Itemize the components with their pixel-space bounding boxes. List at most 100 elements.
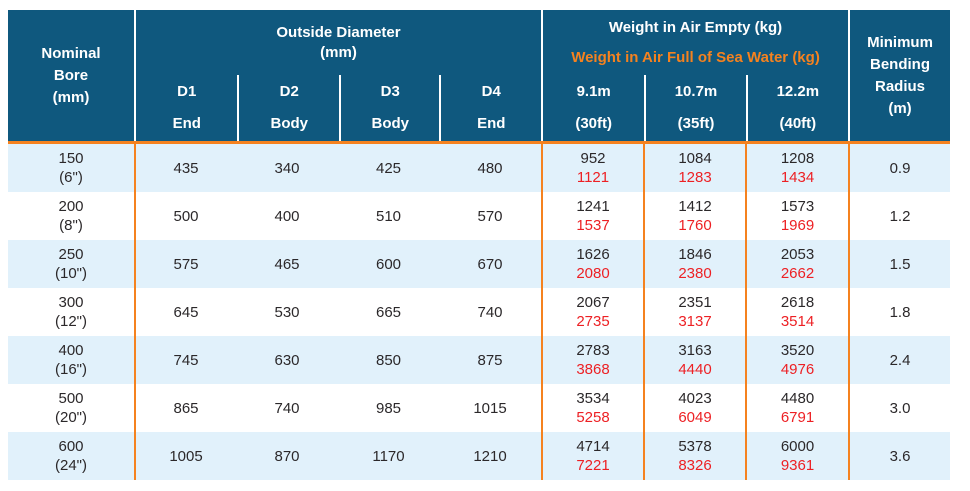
cell-d3: 665: [375, 303, 402, 321]
cell-weight-10-7m: 1084 1283: [643, 144, 745, 192]
weight-full: 7221: [576, 457, 610, 474]
outside-diameter-label: Outside Diameter: [276, 23, 401, 41]
subcol-d1: D1 End: [136, 75, 237, 141]
cell-min-bending-radius: 3.6: [848, 432, 950, 480]
weight-full: 2662: [780, 265, 815, 282]
header-outside-diameter: Outside Diameter (mm) D1 End D2 Body D3 …: [134, 10, 541, 141]
weight-empty: 1412: [678, 198, 712, 215]
weight-empty: 2783: [576, 342, 610, 359]
table-row: 150 (6") 435 340 425 480 952 1121 1084 1…: [8, 144, 950, 192]
weight-full: 5258: [576, 409, 610, 426]
hose-spec-table: Nominal Bore (mm) Outside Diameter (mm) …: [8, 10, 950, 480]
cell-weight-10-7m: 4023 6049: [643, 384, 745, 432]
weight-full: 1760: [678, 217, 712, 234]
bore-mm: 200: [58, 198, 84, 215]
cell-weight-12-2m: 4480 6791: [745, 384, 848, 432]
weight-empty: 2067: [576, 294, 610, 311]
cell-d1: 500: [134, 192, 236, 240]
cell-d1: 435: [134, 144, 236, 192]
cell-bore: 250 (10"): [8, 240, 134, 288]
min-bending-line: Minimum: [867, 33, 933, 51]
cell-d2: 740: [274, 399, 300, 417]
min-bending-line: (m): [888, 99, 912, 117]
cell-weight-9-1m: 2067 2735: [541, 288, 643, 336]
cell-d4: 1210: [473, 447, 507, 465]
weight-full: 1969: [780, 217, 815, 234]
cell-weight-10-7m: 1412 1760: [643, 192, 745, 240]
weight-empty: 4023: [678, 390, 712, 407]
weight-empty: 4714: [576, 438, 610, 455]
cell-bore: 600 (24"): [8, 432, 134, 480]
cell-weight-9-1m: 4714 7221: [541, 432, 643, 480]
cell-weight-9-1m: 952 1121: [541, 144, 643, 192]
weight-full: 2380: [678, 265, 712, 282]
header-nominal-bore-line: Bore: [53, 66, 89, 84]
subcol-d4: D4 End: [439, 75, 541, 141]
weight-full: 6791: [780, 409, 815, 426]
cell-d3: 1170: [372, 447, 405, 465]
cell-d4: 1015: [473, 399, 507, 417]
weight-empty: 1626: [576, 246, 610, 263]
cell-bore: 150 (6"): [8, 144, 134, 192]
weight-full: 3137: [678, 313, 712, 330]
weight-empty: 6000: [780, 438, 815, 455]
cell-min-bending-radius: 0.9: [848, 144, 950, 192]
weight-full: 2080: [576, 265, 610, 282]
header-weight-title: Weight in Air Empty (kg) Weight in Air F…: [543, 10, 848, 75]
weight-empty: 3520: [780, 342, 815, 359]
cell-bore: 400 (16"): [8, 336, 134, 384]
table-row: 300 (12") 645 530 665 740 2067 2735 2351…: [8, 288, 950, 336]
header-outside-diameter-title: Outside Diameter (mm): [136, 10, 541, 75]
bore-mm: 600: [58, 438, 84, 455]
cell-d2: 340: [274, 159, 300, 177]
subcol-12-2m: 12.2m (40ft): [745, 75, 848, 141]
weight-empty: 3534: [576, 390, 610, 407]
cell-d1: 645: [134, 288, 236, 336]
subcol-d4-pos: End: [477, 115, 506, 132]
table-body: 150 (6") 435 340 425 480 952 1121 1084 1…: [8, 141, 950, 480]
weight-full: 8326: [678, 457, 712, 474]
cell-d3: 850: [375, 351, 402, 369]
cell-d1: 745: [134, 336, 236, 384]
cell-d3: 425: [375, 159, 402, 177]
cell-weight-12-2m: 6000 9361: [745, 432, 848, 480]
cell-d1: 1005: [134, 432, 236, 480]
cell-min-bending-radius: 2.4: [848, 336, 950, 384]
cell-d4: 740: [477, 303, 503, 321]
weight-full: 1121: [576, 169, 610, 186]
weight-full: 6049: [678, 409, 712, 426]
table-row: 200 (8") 500 400 510 570 1241 1537 1412 …: [8, 192, 950, 240]
header-nominal-bore: Nominal Bore (mm): [8, 10, 134, 141]
outside-diameter-unit: (mm): [320, 43, 357, 61]
table-row: 500 (20") 865 740 985 1015 3534 5258 402…: [8, 384, 950, 432]
cell-d4: 875: [477, 351, 503, 369]
bore-inch: (24"): [55, 457, 87, 474]
cell-weight-10-7m: 5378 8326: [643, 432, 745, 480]
bore-inch: (6"): [59, 169, 83, 186]
header-nominal-bore-line: (mm): [52, 88, 90, 106]
weight-full: 4976: [780, 361, 815, 378]
min-bending-line: Bending: [870, 55, 930, 73]
weight-empty: 3163: [678, 342, 712, 359]
cell-d2: 630: [274, 351, 300, 369]
subcol-d3-pos: Body: [371, 115, 409, 132]
header-min-bending-radius: Minimum Bending Radius (m): [848, 10, 950, 141]
subcol-d2: D2 Body: [237, 75, 339, 141]
weight-empty: 1241: [576, 198, 610, 215]
weight-empty: 2351: [678, 294, 712, 311]
cell-min-bending-radius: 3.0: [848, 384, 950, 432]
bore-inch: (16"): [55, 361, 87, 378]
weight-empty: 1573: [780, 198, 815, 215]
cell-bore: 500 (20"): [8, 384, 134, 432]
cell-weight-12-2m: 2618 3514: [745, 288, 848, 336]
subcol-9-1m-length: 9.1m: [576, 83, 611, 100]
cell-weight-9-1m: 1241 1537: [541, 192, 643, 240]
weight-empty: 952: [580, 150, 606, 167]
cell-weight-9-1m: 3534 5258: [541, 384, 643, 432]
weight-full: 2735: [576, 313, 610, 330]
cell-weight-10-7m: 2351 3137: [643, 288, 745, 336]
bore-mm: 300: [58, 294, 84, 311]
bore-mm: 500: [58, 390, 84, 407]
weight-empty: 4480: [780, 390, 815, 407]
